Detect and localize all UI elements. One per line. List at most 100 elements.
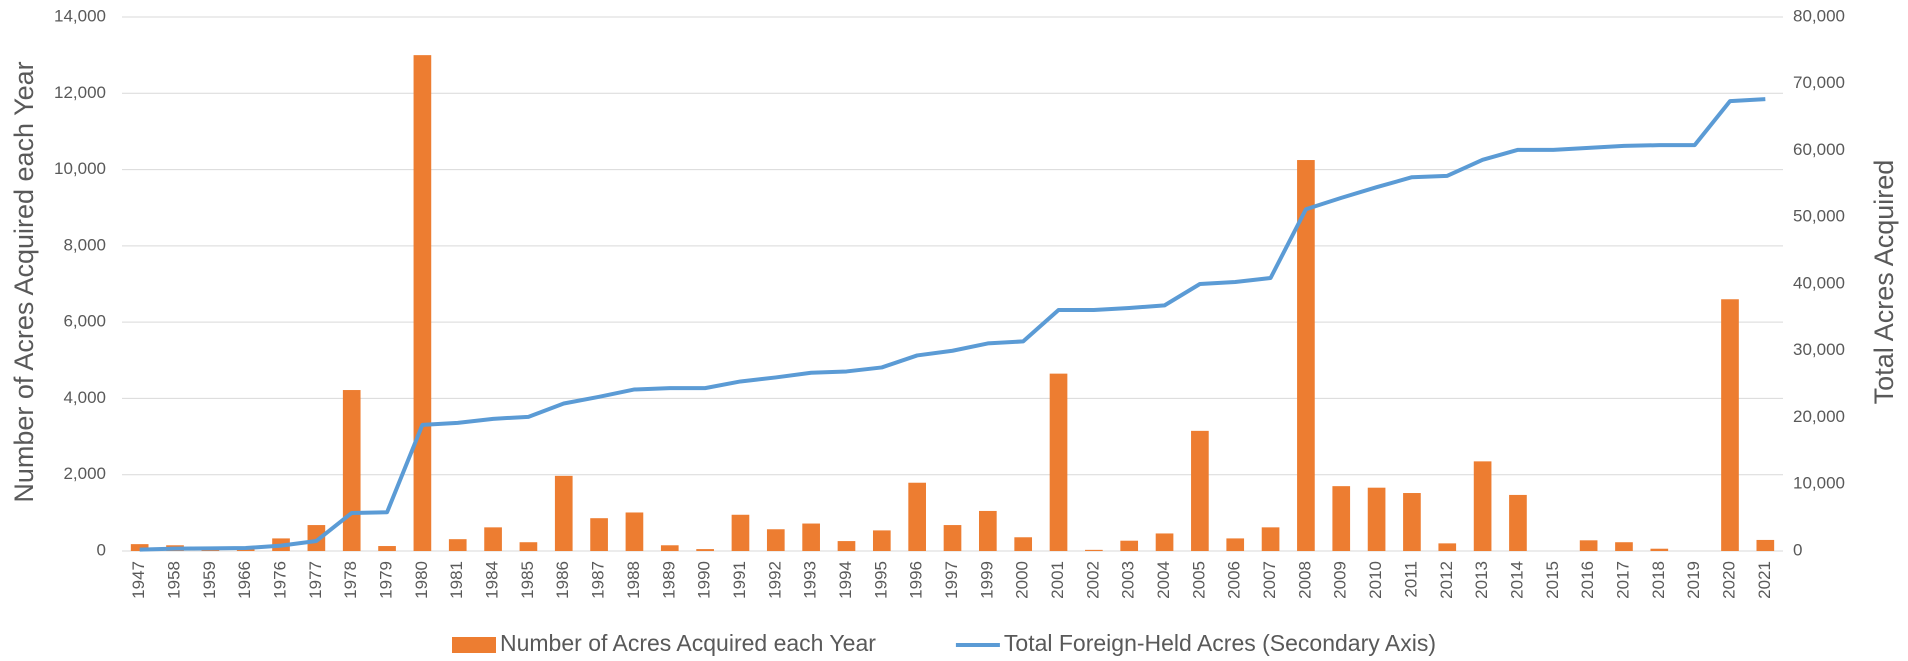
x-tick-label: 2016 (1578, 561, 1597, 599)
bar (1297, 160, 1315, 552)
x-tick-label: 1984 (483, 561, 502, 599)
y2-tick-label: 60,000 (1793, 140, 1845, 159)
x-tick-label: 1994 (836, 561, 855, 599)
y-tick-label: 4,000 (63, 388, 106, 407)
line (139, 97, 1766, 552)
x-tick-label: 1979 (377, 561, 396, 599)
x-tick-label: 2009 (1331, 561, 1350, 599)
x-tick-label: 1959 (200, 561, 219, 599)
bar (519, 542, 538, 551)
bar (1191, 430, 1209, 551)
bar (979, 510, 997, 551)
x-tick-label: 1966 (235, 561, 254, 599)
x-tick-label: 1995 (871, 561, 890, 599)
bar (1085, 549, 1103, 551)
bar (837, 541, 856, 551)
x-tick-label: 1980 (412, 561, 431, 599)
bar (201, 549, 220, 551)
legend-label: Total Foreign-Held Acres (Secondary Axis… (1004, 630, 1436, 656)
legend-swatch (452, 637, 496, 653)
x-tick-label: 1997 (942, 561, 961, 599)
x-tick-label: 1977 (306, 561, 325, 599)
bar (660, 545, 679, 551)
y-axis-title: Number of Acres Acquired each Year (9, 61, 39, 502)
x-tick-label: 1988 (624, 561, 643, 599)
y2-tick-label: 50,000 (1793, 207, 1845, 226)
y-tick-label: 6,000 (63, 312, 106, 331)
x-tick-label: 2015 (1543, 561, 1562, 599)
bar (590, 518, 608, 551)
y2-tick-label: 70,000 (1793, 73, 1845, 92)
bar (1120, 540, 1139, 551)
bar (236, 549, 255, 551)
y2-tick-label: 30,000 (1793, 340, 1845, 359)
bar (448, 539, 467, 551)
y-tick-label: 0 (97, 540, 106, 559)
x-tick-label: 2011 (1401, 561, 1420, 598)
y-tick-label: 14,000 (54, 6, 106, 25)
legend-label: Number of Acres Acquired each Year (500, 630, 876, 656)
y2-axis-title: Total Acres Acquired (1869, 160, 1899, 405)
bar (1155, 533, 1174, 551)
x-tick-label: 2021 (1755, 561, 1774, 599)
bar (130, 544, 149, 551)
x-tick-label: 1993 (801, 561, 820, 599)
y2-tick-label: 20,000 (1793, 407, 1845, 426)
x-tick-label: 1947 (129, 561, 148, 599)
x-tick-label: 2008 (1295, 561, 1314, 599)
x-tick-label: 1987 (589, 561, 608, 599)
bar (484, 527, 502, 551)
x-tick-label: 2002 (1083, 561, 1102, 599)
x-tick-label: 2004 (1154, 561, 1173, 599)
x-tick-label: 1992 (765, 561, 784, 599)
y-tick-label: 2,000 (63, 464, 106, 483)
x-tick-label: 1978 (341, 561, 360, 599)
y2-tick-label: 80,000 (1793, 6, 1845, 25)
bar (696, 549, 714, 551)
x-tick-label: 1981 (447, 561, 466, 599)
x-tick-label: 2018 (1649, 561, 1668, 599)
x-tick-label: 2013 (1472, 561, 1491, 599)
bar (872, 530, 891, 551)
x-tick-label: 2006 (1225, 561, 1244, 599)
bar (413, 55, 432, 552)
bar (554, 475, 573, 551)
bar (1509, 494, 1527, 551)
y-tick-label: 10,000 (54, 159, 106, 178)
bar (1473, 461, 1492, 551)
y-tick-label: 12,000 (54, 83, 106, 102)
x-tick-label: 2003 (1119, 561, 1138, 599)
bar (1721, 299, 1739, 551)
bar (1226, 538, 1245, 551)
bar (731, 514, 750, 551)
bar (766, 529, 785, 551)
bar (943, 525, 962, 551)
x-tick-label: 2010 (1366, 561, 1385, 599)
bar (1049, 373, 1068, 551)
x-tick-label: 2005 (1189, 561, 1208, 599)
x-tick-label: 1999 (977, 561, 996, 599)
y2-tick-label: 40,000 (1793, 273, 1845, 292)
bar (802, 523, 820, 551)
x-tick-label: 1985 (518, 561, 537, 599)
x-tick-label: 2001 (1048, 561, 1067, 599)
bar (378, 546, 396, 551)
x-tick-label: 1986 (553, 561, 572, 599)
bar (1367, 487, 1386, 551)
bar (1014, 537, 1033, 551)
bar (1615, 542, 1633, 551)
x-tick-label: 2017 (1613, 561, 1632, 599)
x-tick-label: 2000 (1013, 561, 1032, 599)
x-tick-label: 1958 (164, 561, 183, 599)
bar (1650, 548, 1669, 551)
x-tick-label: 1991 (730, 561, 749, 599)
y-tick-label: 8,000 (63, 235, 106, 254)
bar (625, 512, 644, 551)
x-tick-label: 2007 (1260, 561, 1279, 599)
bar (1438, 543, 1457, 551)
x-tick-label: 2019 (1684, 561, 1703, 599)
y2-tick-label: 10,000 (1793, 474, 1845, 493)
bar (1579, 540, 1598, 551)
x-tick-label: 2014 (1507, 561, 1526, 599)
